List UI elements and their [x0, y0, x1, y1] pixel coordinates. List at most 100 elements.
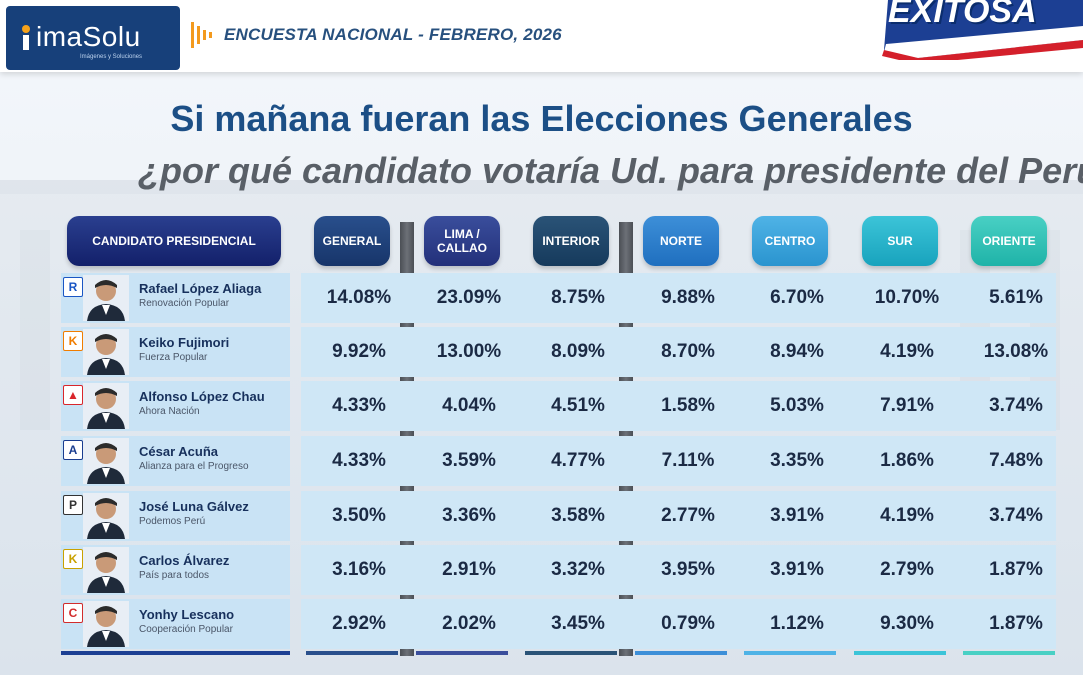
candidate-photo-icon [83, 275, 129, 321]
header-interior: INTERIOR [533, 216, 609, 266]
party-logo-icon: ▲ [63, 385, 83, 405]
audio-wave-icon [191, 22, 212, 48]
value-centro: 3.91% [770, 505, 824, 526]
candidate-party: Fuerza Popular [139, 352, 208, 363]
value-interior: 4.51% [551, 395, 605, 416]
candidate-party: Ahora Nación [139, 406, 200, 417]
candidate-party: País para todos [139, 570, 210, 581]
value-centro: 8.94% [770, 341, 824, 362]
candidate-name: Carlos Álvarez [139, 553, 230, 568]
value-general: 2.92% [332, 613, 386, 634]
candidate-name: José Luna Gálvez [139, 499, 249, 514]
value-lima: 13.00% [436, 341, 502, 362]
header-sur: SUR [862, 216, 938, 266]
value-interior: 4.77% [551, 450, 605, 471]
value-lima: 2.02% [442, 613, 496, 634]
values-band [301, 436, 1056, 486]
candidate-party: Alianza para el Progreso [139, 461, 249, 472]
candidate-name: Alfonso López Chau [139, 389, 265, 404]
value-interior: 3.32% [551, 559, 605, 580]
header-centro: CENTRO [752, 216, 828, 266]
value-sur: 9.30% [880, 613, 934, 634]
brand-mark-icon [22, 25, 30, 50]
value-general: 9.92% [332, 341, 386, 362]
underline-centro [744, 651, 836, 655]
table-row: A César Acuña Alianza para el Progreso 4.33… [61, 436, 1056, 486]
value-centro: 1.12% [770, 613, 824, 634]
party-logo-icon: K [63, 549, 83, 569]
candidate-photo-icon [83, 329, 129, 375]
party-logo-icon: P [63, 495, 83, 515]
value-general: 3.50% [332, 505, 386, 526]
value-centro: 3.35% [770, 450, 824, 471]
candidate-photo-icon [83, 438, 129, 484]
underline-lima [416, 651, 508, 655]
value-interior: 8.75% [551, 287, 605, 308]
value-lima: 3.36% [442, 505, 496, 526]
value-centro: 3.91% [770, 559, 824, 580]
table-row: K Keiko Fujimori Fuerza Popular 9.92% 13.00%… [61, 327, 1056, 377]
value-oriente: 1.87% [989, 559, 1043, 580]
headline: Si mañana fueran las Elecciones Generale… [170, 98, 913, 139]
underline-interior [525, 651, 617, 655]
values-band [301, 381, 1056, 431]
candidate-photo-icon [83, 493, 129, 539]
value-oriente: 13.08% [983, 341, 1049, 362]
candidate-photo-icon [83, 547, 129, 593]
value-sur: 10.70% [874, 287, 940, 308]
candidate-party: Renovación Popular [139, 298, 230, 309]
value-sur: 4.19% [880, 341, 934, 362]
value-sur: 7.91% [880, 395, 934, 416]
value-lima: 4.04% [442, 395, 496, 416]
value-general: 4.33% [332, 450, 386, 471]
party-logo-icon: C [63, 603, 83, 623]
header-norte: NORTE [643, 216, 719, 266]
value-norte: 8.70% [661, 341, 715, 362]
table-row: K Carlos Álvarez País para todos 3.16% 2.91%… [61, 545, 1056, 595]
party-logo-icon: A [63, 440, 83, 460]
brand-logo: imaSolu Imágenes y Soluciones [6, 6, 180, 70]
value-sur: 2.79% [880, 559, 934, 580]
station-logo-shape [882, 0, 1083, 60]
value-norte: 2.77% [661, 505, 715, 526]
value-oriente: 7.48% [989, 450, 1043, 471]
brand-tagline: Imágenes y Soluciones [80, 54, 143, 60]
party-logo-icon: R [63, 277, 83, 297]
underline-oriente [963, 651, 1055, 655]
values-band [301, 491, 1056, 541]
top-bar: imaSolu Imágenes y Soluciones ENCUESTA N… [0, 0, 1083, 72]
value-interior: 3.45% [551, 613, 605, 634]
value-sur: 4.19% [880, 505, 934, 526]
table-row: R Rafael López Aliaga Renovación Popular 14… [61, 273, 1056, 323]
values-band [301, 327, 1056, 377]
value-oriente: 3.74% [989, 395, 1043, 416]
value-centro: 6.70% [770, 287, 824, 308]
value-interior: 3.58% [551, 505, 605, 526]
value-oriente: 3.74% [989, 505, 1043, 526]
subheadline: ¿por qué candidato votaría Ud. para pres… [138, 150, 1083, 191]
value-lima: 2.91% [442, 559, 496, 580]
candidate-photo-icon [83, 601, 129, 647]
value-oriente: 5.61% [989, 287, 1043, 308]
header-candidate: CANDIDATO PRESIDENCIAL [67, 216, 281, 266]
value-norte: 1.58% [661, 395, 715, 416]
underline-candidate [61, 651, 290, 655]
table-row: ▲ Alfonso López Chau Ahora Nación 4.33% 4.04… [61, 381, 1056, 431]
value-interior: 8.09% [551, 341, 605, 362]
value-norte: 9.88% [661, 287, 715, 308]
values-band [301, 545, 1056, 595]
value-norte: 3.95% [661, 559, 715, 580]
value-norte: 7.11% [661, 450, 715, 471]
brand-name: imaSolu [36, 21, 141, 52]
value-lima: 23.09% [436, 287, 502, 308]
values-band [301, 599, 1056, 649]
header-lima-callao: LIMA / CALLAO [424, 216, 500, 266]
candidate-name: César Acuña [139, 444, 218, 459]
candidate-name: Rafael López Aliaga [139, 281, 262, 296]
station-name: EXITOSA [888, 0, 1037, 30]
value-general: 14.08% [326, 287, 392, 308]
value-centro: 5.03% [770, 395, 824, 416]
underline-norte [635, 651, 727, 655]
header-oriente: ORIENTE [971, 216, 1047, 266]
